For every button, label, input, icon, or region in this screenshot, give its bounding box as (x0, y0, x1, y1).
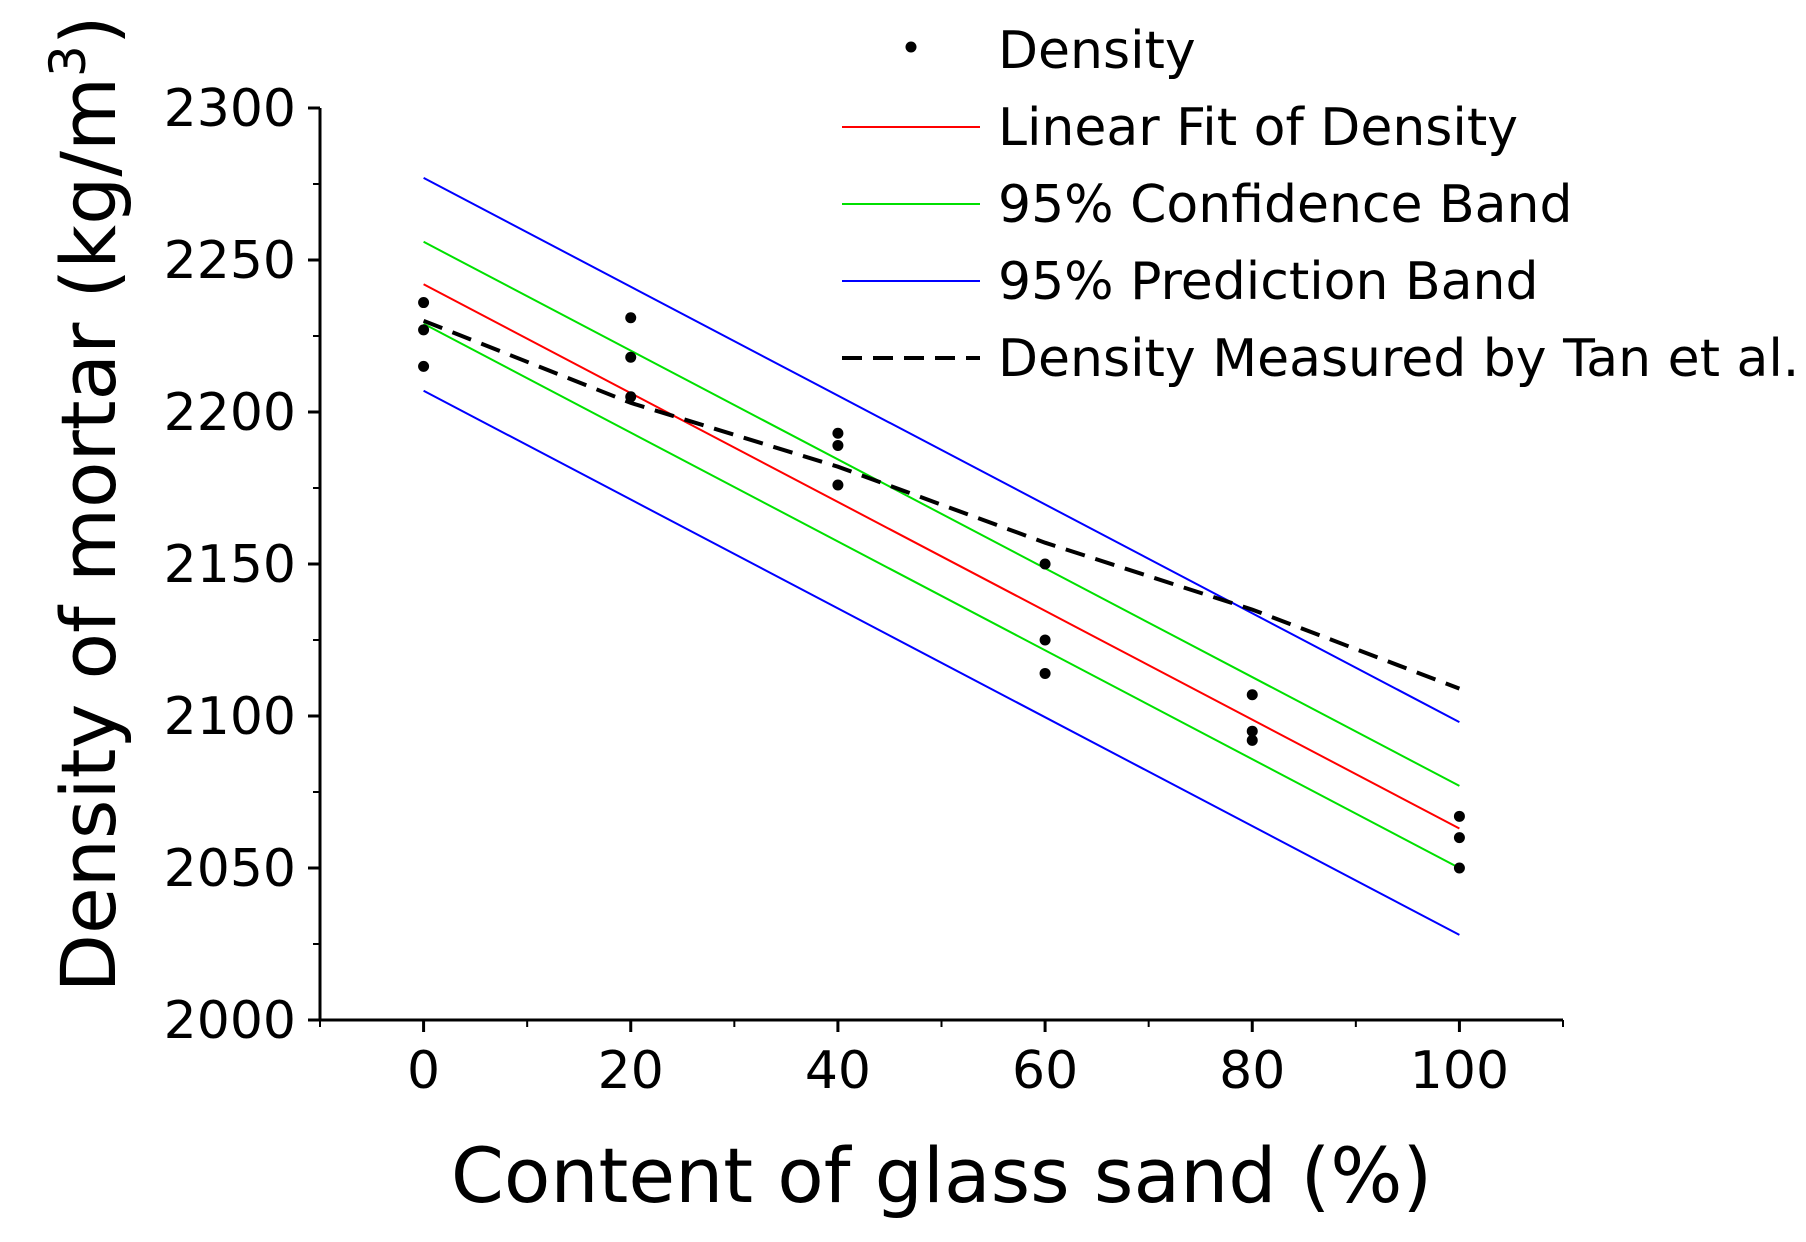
legend-label: Density Measured by Tan et al. (998, 329, 1799, 389)
x-axis-title: Content of glass sand (%) (451, 1131, 1432, 1220)
95-prediction-band-upper-line (423, 177, 1460, 723)
y-tick-label: 2200 (164, 383, 296, 443)
density-point (418, 297, 430, 309)
density-point (1453, 862, 1465, 874)
axes-group: 0 20 40 60 80 100 2000 2050 2100 2150 2200 2250 2300 (164, 79, 1564, 1101)
legend-marker (905, 41, 917, 53)
plot-area (418, 177, 1465, 936)
density-point (1246, 734, 1258, 746)
y-axis-title-suffix: ) (44, 15, 133, 45)
linear-fit-of-density-line (423, 283, 1460, 830)
density-point (1039, 667, 1051, 679)
y-axis-title: Density of mortar (kg/m3) (39, 15, 133, 992)
x-tick-label: 60 (1012, 1041, 1078, 1101)
x-tick-label: 100 (1410, 1041, 1509, 1101)
x-tick-label: 40 (805, 1041, 871, 1101)
legend-label: Linear Fit of Density (998, 98, 1518, 158)
density-point (832, 479, 844, 491)
y-tick-label: 2050 (164, 839, 296, 899)
density-point (1039, 558, 1051, 570)
density-point (1039, 634, 1051, 646)
x-tick-label: 20 (598, 1041, 664, 1101)
density-point (625, 351, 637, 363)
density-point (1453, 832, 1465, 844)
density-point (832, 427, 844, 439)
y-tick-label: 2150 (164, 535, 296, 595)
density-point (625, 312, 637, 324)
density-point (1453, 810, 1465, 822)
y-axis-title-superscript: 3 (39, 45, 97, 77)
95-prediction-band-lower-line (423, 389, 1460, 936)
x-tick-label: 0 (407, 1041, 440, 1101)
y-tick-label: 2300 (164, 79, 296, 139)
legend-label: Density (998, 21, 1196, 81)
legend: Density Linear Fit of Density 95% Confiden… (842, 21, 1799, 389)
y-tick-label: 2100 (164, 687, 296, 747)
density-point (625, 391, 637, 403)
density-point (832, 439, 844, 451)
density-point (418, 360, 430, 372)
density-measured-by-tan-et-al-line (422, 318, 1461, 691)
legend-label: 95% Confidence Band (998, 175, 1573, 235)
density-point (1246, 689, 1258, 701)
x-tick-label: 80 (1219, 1041, 1285, 1101)
95-confidence-band-upper-line (423, 240, 1460, 787)
density-point (1246, 725, 1258, 737)
legend-label: 95% Prediction Band (998, 252, 1538, 312)
y-tick-label: 2000 (164, 991, 296, 1051)
density-point (418, 324, 430, 336)
y-axis-title-main: Density of mortar (kg/m (44, 77, 133, 993)
y-tick-label: 2250 (164, 231, 296, 291)
95-confidence-band-lower-line (423, 322, 1460, 869)
